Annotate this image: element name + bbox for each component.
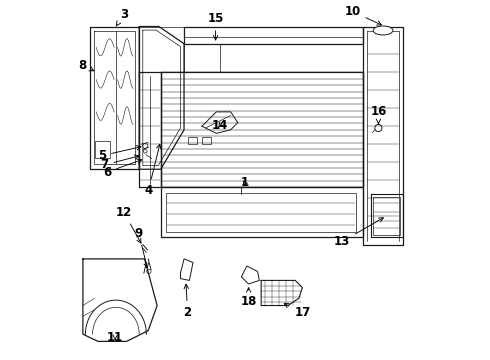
- Bar: [188, 137, 196, 144]
- Text: 9: 9: [135, 226, 148, 268]
- Text: 4: 4: [144, 144, 161, 197]
- Bar: [166, 193, 356, 232]
- Bar: [96, 140, 110, 158]
- Ellipse shape: [373, 26, 393, 35]
- Text: 6: 6: [103, 159, 142, 179]
- Text: 12: 12: [116, 206, 141, 243]
- Text: 10: 10: [344, 5, 381, 25]
- Text: 16: 16: [370, 105, 387, 124]
- Text: 7: 7: [100, 155, 139, 171]
- Text: 2: 2: [184, 284, 192, 319]
- Bar: [202, 137, 211, 144]
- Text: 13: 13: [334, 218, 383, 248]
- Text: 15: 15: [207, 12, 224, 40]
- Text: 3: 3: [116, 8, 128, 26]
- Text: 11: 11: [107, 330, 123, 343]
- Text: 18: 18: [241, 288, 257, 309]
- Text: 14: 14: [212, 119, 228, 132]
- Bar: [373, 197, 400, 234]
- Text: 1: 1: [241, 176, 249, 189]
- Text: 5: 5: [98, 145, 141, 162]
- Text: 8: 8: [78, 59, 94, 72]
- Text: 17: 17: [284, 303, 311, 319]
